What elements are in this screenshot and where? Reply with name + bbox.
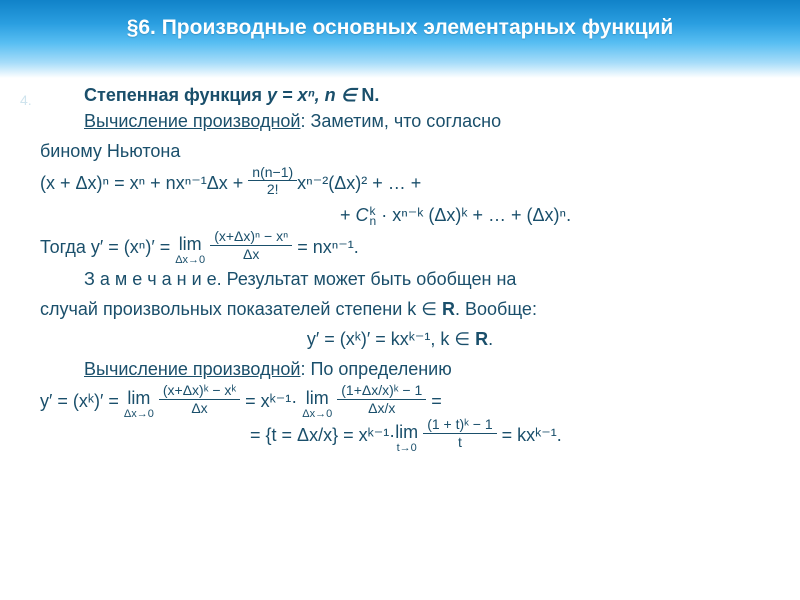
eq2-end: = [426, 391, 442, 411]
eq1-C: C [356, 205, 369, 225]
eq3-pre: = {t = Δx/x} = xᵏ⁻¹· [250, 425, 395, 445]
remark-eq-body: y′ = (xᵏ)′ = kxᵏ⁻¹, k ∈ [307, 329, 475, 349]
remark-eq-end: . [488, 329, 493, 349]
lim3: lim t→0 [395, 423, 418, 454]
then-frac: (x+Δx)ⁿ − xⁿΔx [210, 229, 292, 261]
dot: . [374, 85, 379, 105]
line-by-def: Вычисление производной: По определению [40, 356, 760, 384]
eq1-frac: n(n−1)2! [248, 165, 297, 197]
eq1-mid: xⁿ⁻²(Δx)² + … + [297, 173, 421, 193]
eq2-frac-a-num: (x+Δx)ᵏ − xᵏ [159, 383, 240, 400]
set-N: N [361, 85, 374, 105]
remark-line2: случай произвольных показателей степени … [40, 296, 760, 324]
remark-line1: З а м е ч а н и е. Результат может быть … [40, 266, 760, 294]
eq2: y′ = (xᵏ)′ = lim Δx→0 (x+Δx)ᵏ − xᵏΔx = xᵏ… [40, 386, 760, 418]
power-fn-lead: Степенная функция [84, 85, 267, 105]
line-newton: биному Ньютона [40, 138, 760, 166]
lim2b: lim Δx→0 [302, 389, 332, 420]
set-R-2: R [475, 329, 488, 349]
lim2a: lim Δx→0 [124, 389, 154, 420]
line-then: Тогда y′ = (xⁿ)′ = lim Δx→0 (x+Δx)ⁿ − xⁿΔ… [40, 232, 760, 264]
line-calc-deriv: Вычисление производной: Заметим, что сог… [40, 108, 760, 136]
bullet-icon: 4. [20, 90, 32, 112]
eq2-mid: = xᵏ⁻¹· [240, 391, 302, 411]
remark-b: случай произвольных показателей степени … [40, 299, 442, 319]
lim3-bot: t→0 [395, 443, 418, 454]
slide-title: §6. Производные основных элементарных фу… [0, 0, 800, 78]
remark-eq: y′ = (xᵏ)′ = kxᵏ⁻¹, k ∈ R. [40, 326, 760, 354]
slide-body: 4. Степенная функция y = xⁿ, n ∈ N. Вычи… [40, 82, 760, 455]
eq3: = {t = Δx/x} = xᵏ⁻¹·lim t→0 (1 + t)ᵏ − 1t… [40, 420, 760, 452]
then-frac-den: Δx [210, 246, 292, 262]
slide: §6. Производные основных элементарных фу… [0, 0, 800, 600]
lim1: lim Δx→0 [175, 235, 205, 266]
set-R-1: R [442, 299, 455, 319]
by-def-tail: : По определению [300, 359, 451, 379]
power-fn-eq: y = xⁿ, n ∈ [267, 85, 361, 105]
then-end: = nxⁿ⁻¹. [292, 237, 359, 257]
lim1-bot: Δx→0 [175, 255, 205, 266]
eq2-frac-b: (1+Δx/x)ᵏ − 1Δx/x [337, 383, 426, 415]
eq1-cont-post: · xⁿ⁻ᵏ (Δx)ᵏ + … + (Δx)ⁿ. [376, 205, 571, 225]
eq-binomial-cont: + Ckn · xⁿ⁻ᵏ (Δx)ᵏ + … + (Δx)ⁿ. [40, 202, 760, 230]
eq3-frac-num: (1 + t)ᵏ − 1 [423, 417, 496, 434]
lim3-top: lim [395, 423, 418, 441]
eq2-frac-a: (x+Δx)ᵏ − xᵏΔx [159, 383, 240, 415]
lim2b-bot: Δx→0 [302, 409, 332, 420]
eq3-frac-den: t [423, 434, 496, 450]
then-lhs: Тогда y′ = (xⁿ)′ = [40, 237, 175, 257]
eq2-lhs: y′ = (xᵏ)′ = [40, 391, 124, 411]
calc-deriv-label: Вычисление производной [84, 111, 300, 131]
eq2-frac-b-num: (1+Δx/x)ᵏ − 1 [337, 383, 426, 400]
eq1-frac-num: n(n−1) [248, 165, 297, 182]
eq-binomial: (x + Δx)ⁿ = xⁿ + nxⁿ⁻¹Δx + n(n−1)2!xⁿ⁻²(… [40, 168, 760, 200]
line-power-fn: Степенная функция y = xⁿ, n ∈ N. [40, 82, 760, 110]
eq3-end: = kxᵏ⁻¹. [497, 425, 562, 445]
lim2a-top: lim [124, 389, 154, 407]
eq2-frac-b-den: Δx/x [337, 400, 426, 416]
calc-deriv-tail: : Заметим, что согласно [300, 111, 501, 131]
lim1-top: lim [175, 235, 205, 253]
eq1-frac-den: 2! [248, 181, 297, 197]
eq1-cont-pre: + [340, 205, 356, 225]
eq3-frac: (1 + t)ᵏ − 1t [423, 417, 496, 449]
lim2b-top: lim [302, 389, 332, 407]
lim2a-bot: Δx→0 [124, 409, 154, 420]
then-frac-num: (x+Δx)ⁿ − xⁿ [210, 229, 292, 246]
eq1-lhs: (x + Δx)ⁿ = xⁿ + nxⁿ⁻¹Δx + [40, 173, 248, 193]
remark-b-end: . Вообще: [455, 299, 537, 319]
eq2-frac-a-den: Δx [159, 400, 240, 416]
by-def-label: Вычисление производной [84, 359, 300, 379]
